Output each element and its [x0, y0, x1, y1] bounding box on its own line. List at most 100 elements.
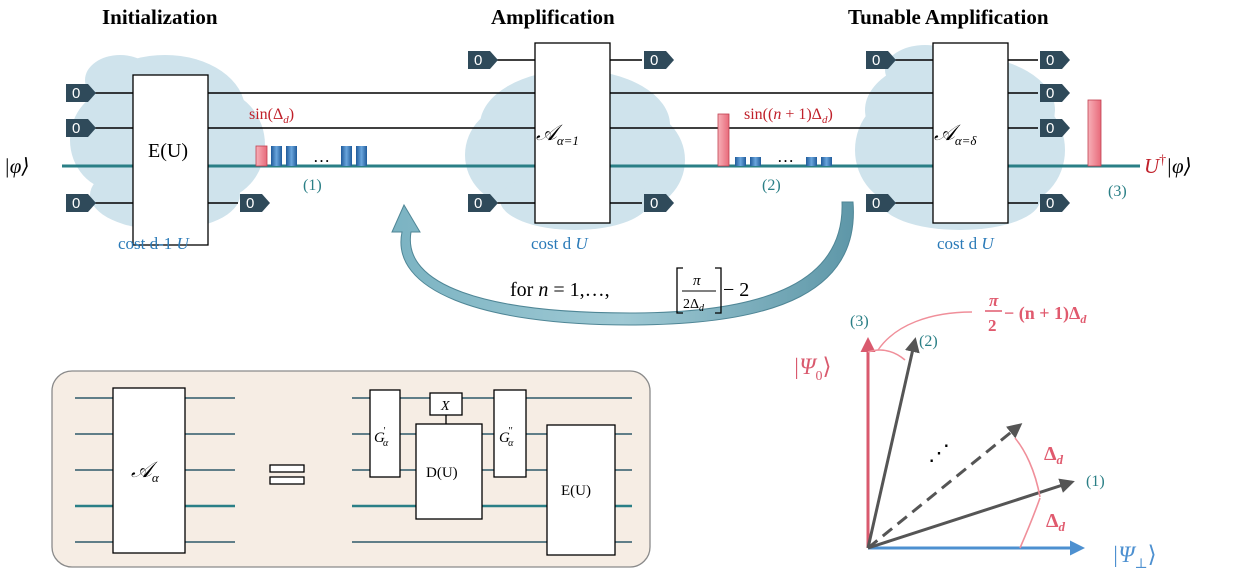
loop-label: for n = 1,…, — [510, 279, 610, 301]
du-label: D(U) — [426, 465, 458, 481]
eu-block-label: E(U) — [148, 140, 188, 162]
arc-delta-2 — [1014, 437, 1041, 498]
g-prime-block — [369, 389, 401, 478]
tag-amp-out-1 — [644, 51, 674, 69]
tag-init-in-2-label: 0 — [72, 120, 80, 137]
vector-2 — [866, 337, 920, 549]
tag-amp-out-1-label: 0 — [650, 52, 658, 69]
ellipsis-2: … — [777, 147, 794, 166]
loop-ceiling-fraction: π 2Δd — [676, 267, 722, 314]
arc-angle-top — [867, 349, 906, 361]
vector-dots: ⋰ — [928, 440, 950, 465]
tag-amp-in-1 — [468, 51, 498, 69]
du-block — [415, 423, 483, 520]
delta-label-2: Δd — [1046, 510, 1066, 534]
vector-1 — [867, 478, 1075, 550]
tag-amp-out-2-label: 0 — [650, 195, 658, 212]
marker-2: (2) — [762, 177, 781, 194]
input-state: |φ⟩ — [4, 154, 30, 178]
tag-tun-out-3-label: 0 — [1046, 120, 1054, 137]
tag-amp-out-2 — [644, 194, 674, 212]
tunable-block — [932, 42, 1009, 224]
loop-pi: π — [693, 273, 701, 289]
bar-5 — [735, 157, 746, 166]
tag-init-out-label: 0 — [246, 195, 254, 212]
title-initialization: Initialization — [102, 5, 218, 29]
tag-tun-out-1 — [1040, 51, 1070, 69]
inset-a-alpha-block — [112, 387, 186, 554]
g-double-prime-block — [493, 389, 527, 478]
tag-tun-in-2 — [866, 194, 896, 212]
loop-denominator: 2Δd — [683, 297, 705, 314]
equals-sign — [269, 464, 305, 485]
bar-8 — [821, 157, 832, 166]
output-state: U†|φ⟩ — [1144, 153, 1192, 178]
vector-marker-2: (2) — [919, 333, 938, 350]
title-tunable-amplification: Tunable Amplification — [848, 5, 1049, 29]
marker-3: (3) — [1108, 183, 1127, 200]
psi-perp-label: |Ψ⊥⟩ — [1112, 542, 1157, 572]
tag-tun-out-4 — [1040, 194, 1070, 212]
bar-2 — [286, 146, 297, 166]
bar-6 — [750, 157, 761, 166]
marker-1: (1) — [303, 177, 322, 194]
tag-amp-in-1-label: 0 — [474, 52, 482, 69]
vector-marker-3: (3) — [850, 313, 869, 330]
tag-init-in-3 — [66, 194, 96, 212]
tag-init-in-2 — [66, 119, 96, 137]
g-prime-label: G' α — [374, 426, 389, 449]
psi0-label: |Ψ0⟩ — [793, 354, 831, 384]
angle-leader-line — [877, 311, 973, 351]
ellipsis-1: … — [313, 147, 330, 166]
bar-target-3 — [1087, 99, 1102, 167]
tag-tun-in-1 — [866, 51, 896, 69]
tag-tun-in-2-label: 0 — [872, 195, 880, 212]
vector-diagram: ⋰ Δd Δd (1) (2) (3) π 2 − (n + 1)Δd |Ψ0⟩… — [793, 291, 1157, 572]
tag-tun-out-4-label: 0 — [1046, 195, 1054, 212]
tag-amp-in-2 — [468, 194, 498, 212]
tag-tun-in-1-label: 0 — [872, 52, 880, 69]
tag-tun-out-2 — [1040, 84, 1070, 102]
g-double-prime-label: G'' α — [499, 426, 514, 449]
angle-expression: π 2 − (n + 1)Δd — [985, 291, 1087, 335]
amplify-block — [534, 42, 611, 224]
bar-target-2 — [717, 113, 730, 167]
inset-eu-block — [546, 424, 616, 556]
tag-amp-in-2-label: 0 — [474, 195, 482, 212]
angle-two: 2 — [988, 316, 997, 335]
angle-rest: − (n + 1)Δd — [1004, 303, 1087, 326]
ancilla-tags: 0 0 0 0 0 0 0 0 0 0 0 0 0 0 — [66, 51, 1070, 212]
tag-init-in-1-label: 0 — [72, 85, 80, 102]
x-gate-label: X — [440, 399, 450, 414]
cost-initialization: cost d-1 U — [118, 234, 191, 253]
arc-delta-1 — [1019, 497, 1041, 549]
vector-dashed — [867, 423, 1023, 550]
sin-label-2: sin((n + 1)Δd) — [744, 106, 833, 126]
bar-1 — [271, 146, 282, 166]
title-amplification: Amplification — [491, 5, 615, 29]
eu-block — [132, 74, 209, 246]
tag-init-in-1 — [66, 84, 96, 102]
bar-7 — [806, 157, 817, 166]
tag-init-in-3-label: 0 — [72, 195, 80, 212]
cost-tunable: cost d U — [937, 234, 995, 253]
tag-init-out — [240, 194, 270, 212]
amplitude-bars-1 — [255, 145, 367, 167]
bar-4 — [356, 146, 367, 166]
tag-tun-out-2-label: 0 — [1046, 85, 1054, 102]
tag-tun-out-1-label: 0 — [1046, 52, 1054, 69]
cost-amplification: cost d U — [531, 234, 589, 253]
vector-marker-1: (1) — [1086, 473, 1105, 490]
loop-minus-two: − 2 — [723, 279, 749, 301]
bar-3 — [341, 146, 352, 166]
repeat-loop-arrow — [391, 201, 854, 326]
sin-label-1: sin(Δd) — [249, 106, 294, 126]
tag-tun-out-3 — [1040, 119, 1070, 137]
delta-label-1: Δd — [1044, 443, 1064, 467]
angle-pi: π — [989, 291, 999, 310]
bar-target-1 — [255, 145, 268, 167]
amplitude-bars-2 — [717, 113, 832, 167]
inset-eu-label: E(U) — [561, 483, 591, 499]
